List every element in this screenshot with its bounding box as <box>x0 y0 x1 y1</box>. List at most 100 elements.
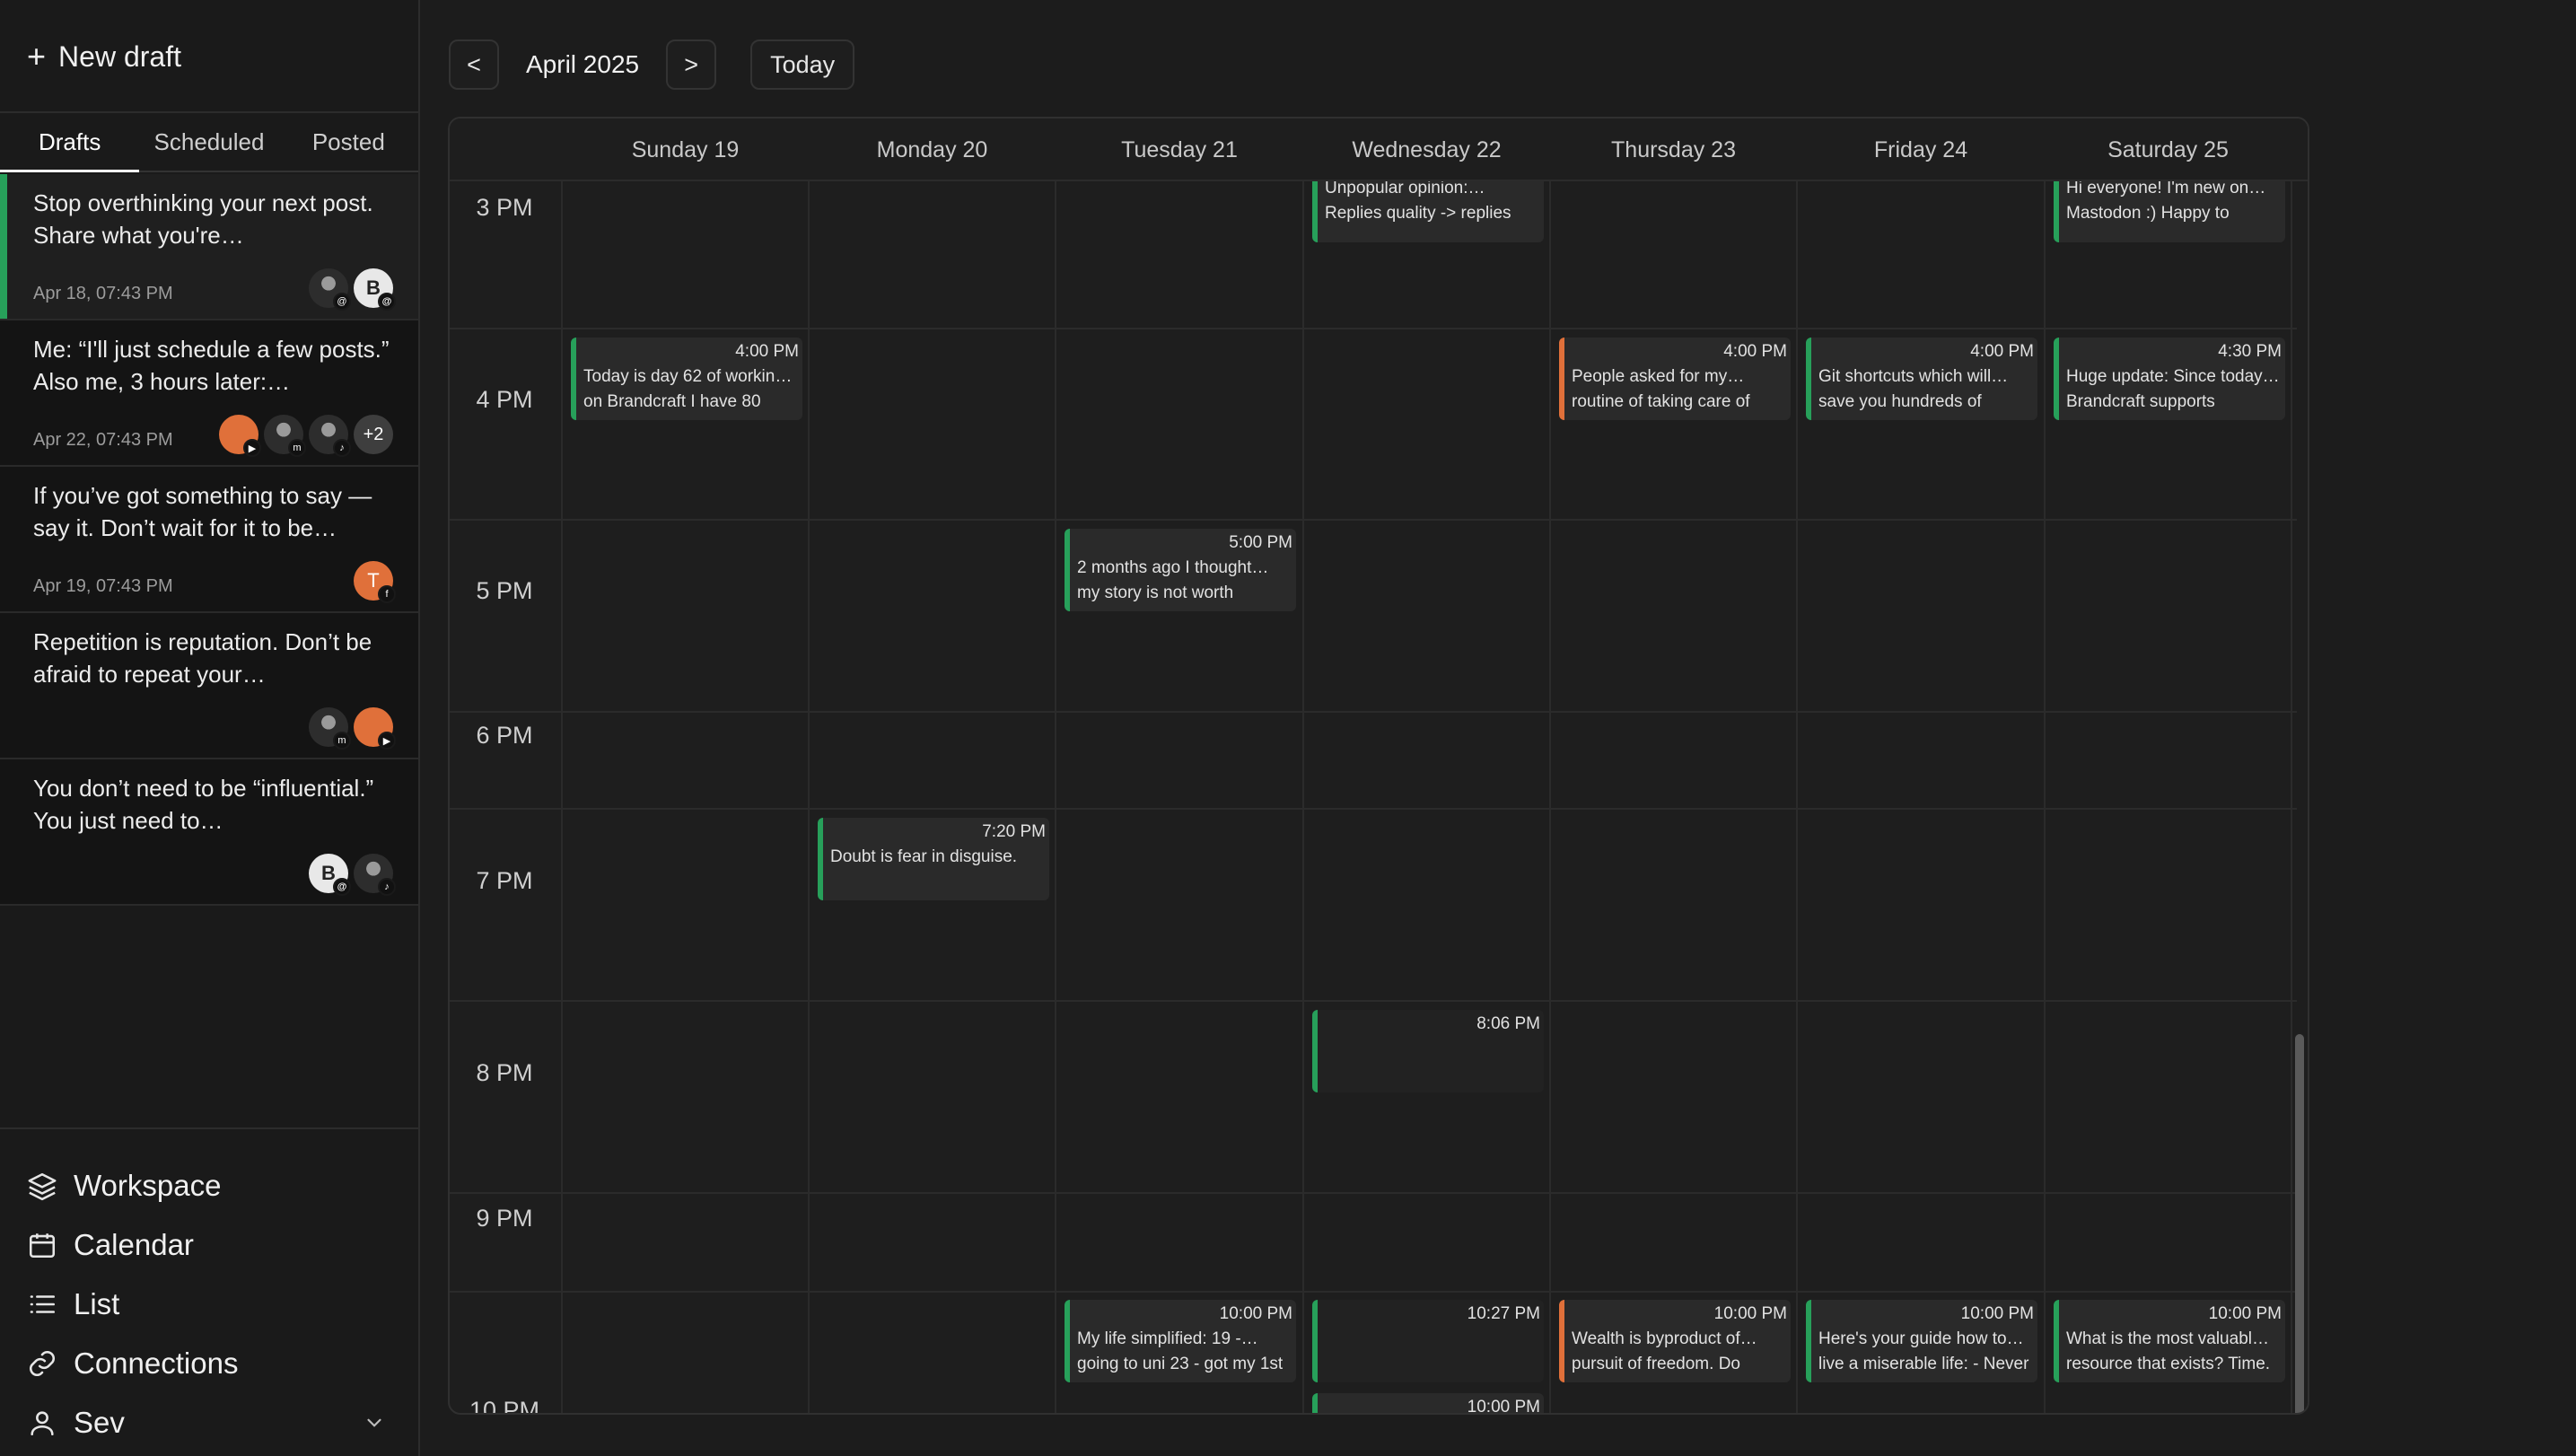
draft-item[interactable]: If you’ve got something to say — say it.… <box>0 467 418 613</box>
nav-connections[interactable]: Connections <box>0 1334 418 1393</box>
nav-list[interactable]: List <box>0 1275 418 1334</box>
prev-week-button[interactable]: < <box>449 39 499 90</box>
column-divider <box>2044 181 2046 1413</box>
draft-item[interactable]: Repetition is reputation. Don’t be afrai… <box>0 613 418 759</box>
hour-line <box>450 328 2297 329</box>
draft-text: You don’t need to be “influential.” You … <box>33 775 374 834</box>
draft-text: Repetition is reputation. Don’t be afrai… <box>33 628 372 688</box>
hour-line <box>450 1192 2297 1194</box>
hour-line <box>450 1291 2297 1293</box>
column-divider <box>2291 181 2292 1413</box>
avatar: @ <box>309 268 351 311</box>
event-line: save you hundreds of <box>1818 392 1982 411</box>
calendar-scrollbar[interactable] <box>2295 1034 2304 1413</box>
day-header-row: Sunday 19 Monday 20 Tuesday 21 Wednesday… <box>450 118 2308 181</box>
event-card[interactable]: 4:00 PM People asked for my… routine of … <box>1559 338 1791 420</box>
tab-scheduled[interactable]: Scheduled <box>153 127 265 155</box>
event-time: 10:00 PM <box>2208 1304 2282 1323</box>
day-header: Monday 20 <box>876 136 988 162</box>
event-card[interactable]: 10:00 PM <box>1312 1393 1544 1415</box>
new-draft-button[interactable]: + New draft <box>27 32 181 81</box>
event-card[interactable]: 10:00 PM My life simplified: 19 -… going… <box>1065 1300 1296 1382</box>
nav-workspace[interactable]: Workspace <box>0 1156 418 1215</box>
mastodon-icon: m <box>333 732 351 750</box>
event-line: 2 months ago I thought… <box>1077 558 1269 577</box>
day-header: Sunday 19 <box>631 136 740 162</box>
day-header: Saturday 25 <box>2107 136 2229 162</box>
hour-label: 7 PM <box>476 867 533 894</box>
new-draft-label: New draft <box>58 39 181 73</box>
hour-label: 6 PM <box>476 722 533 749</box>
event-line: on Brandcraft I have 80 <box>583 392 761 411</box>
avatar: m <box>309 707 351 750</box>
nav-calendar[interactable]: Calendar <box>0 1215 418 1275</box>
list-icon <box>30 1295 56 1313</box>
event-card[interactable]: 8:06 PM <box>1312 1010 1544 1092</box>
facebook-icon: f <box>378 585 396 603</box>
draft-date: Apr 22, 07:43 PM <box>33 430 173 450</box>
event-line: What is the most valuabl… <box>2066 1329 2269 1348</box>
draft-item[interactable]: Me: “I'll just schedule a few posts.” Al… <box>0 320 418 467</box>
hour-line <box>450 711 2297 713</box>
event-card[interactable]: Hi everyone! I'm new on… Mastodon :) Hap… <box>2054 174 2285 242</box>
youtube-icon: ▶ <box>378 732 396 750</box>
draft-text: Stop overthinking your next post. Share … <box>33 189 373 249</box>
event-time: 10:00 PM <box>1960 1304 2034 1323</box>
event-line: My life simplified: 19 -… <box>1077 1329 1258 1348</box>
draft-item[interactable]: You don’t need to be “influential.” You … <box>0 759 418 906</box>
hour-label: 9 PM <box>476 1205 533 1232</box>
draft-item[interactable]: Stop overthinking your next post. Share … <box>0 174 418 320</box>
avatar: ▶ <box>219 415 261 457</box>
event-card[interactable]: 4:00 PM Git shortcuts which will… save y… <box>1806 338 2037 420</box>
event-card[interactable]: 10:27 PM <box>1312 1300 1544 1382</box>
event-time: 10:00 PM <box>1467 1398 1540 1415</box>
event-card[interactable]: 4:00 PM Today is day 62 of workin… on Br… <box>571 338 802 420</box>
today-button[interactable]: Today <box>750 39 855 90</box>
event-time: 4:30 PM <box>2218 342 2282 361</box>
hour-line <box>450 1000 2297 1002</box>
event-line: going to uni 23 - got my 1st <box>1077 1355 1284 1373</box>
tab-posted[interactable]: Posted <box>311 127 385 155</box>
event-line: Brandcraft supports <box>2066 392 2215 411</box>
hour-label: 5 PM <box>476 577 533 604</box>
event-time: 10:27 PM <box>1467 1304 1540 1323</box>
next-week-button[interactable]: > <box>666 39 717 90</box>
column-divider <box>1549 181 1551 1413</box>
avatar-letter: T <box>367 569 380 592</box>
event-card[interactable]: 7:20 PM Doubt is fear in disguise. <box>818 818 1049 900</box>
event-line: routine of taking care of <box>1572 392 1750 411</box>
avatar: B @ <box>309 854 351 896</box>
event-card[interactable]: Unpopular opinion:… Replies quality -> r… <box>1312 174 1544 242</box>
week-calendar: Sunday 19 Monday 20 Tuesday 21 Wednesday… <box>448 117 2309 1415</box>
hour-label: 3 PM <box>476 194 533 221</box>
tiktok-icon: ♪ <box>333 439 351 457</box>
nav-account[interactable]: Sev <box>0 1393 418 1452</box>
event-time: 5:00 PM <box>1229 533 1292 552</box>
draft-date: Apr 19, 07:43 PM <box>33 576 173 596</box>
event-card[interactable]: 5:00 PM 2 months ago I thought… my story… <box>1065 529 1296 611</box>
tab-drafts[interactable]: Drafts <box>0 113 140 172</box>
event-line: Doubt is fear in disguise. <box>830 847 1018 866</box>
account-avatars: B @ ♪ <box>309 854 396 896</box>
event-line: Replies quality -> replies <box>1325 204 1511 223</box>
event-time: 4:00 PM <box>1723 342 1787 361</box>
chevron-down-icon[interactable] <box>363 1411 386 1434</box>
hour-label: 4 PM <box>476 386 533 413</box>
event-card[interactable]: 10:00 PM What is the most valuabl… resou… <box>2054 1300 2285 1382</box>
nav-label: Calendar <box>74 1228 194 1261</box>
event-card[interactable]: 10:00 PM Here's your guide how to… live … <box>1806 1300 2037 1382</box>
event-card[interactable]: 10:00 PM Wealth is byproduct of… pursuit… <box>1559 1300 1791 1382</box>
event-card[interactable]: 4:30 PM Huge update: Since today… Brandc… <box>2054 338 2285 420</box>
nav-label: List <box>74 1287 120 1320</box>
draft-date: Apr 18, 07:43 PM <box>33 284 173 303</box>
draft-list: Stop overthinking your next post. Share … <box>0 174 418 906</box>
layers-icon <box>28 1172 57 1201</box>
column-divider <box>561 181 563 1413</box>
account-avatars: m ▶ <box>309 707 396 750</box>
current-month: April 2025 <box>526 50 640 78</box>
event-line: pursuit of freedom. Do <box>1572 1355 1740 1373</box>
day-header: Thursday 23 <box>1611 136 1736 162</box>
event-line: resource that exists? Time. <box>2066 1355 2271 1373</box>
